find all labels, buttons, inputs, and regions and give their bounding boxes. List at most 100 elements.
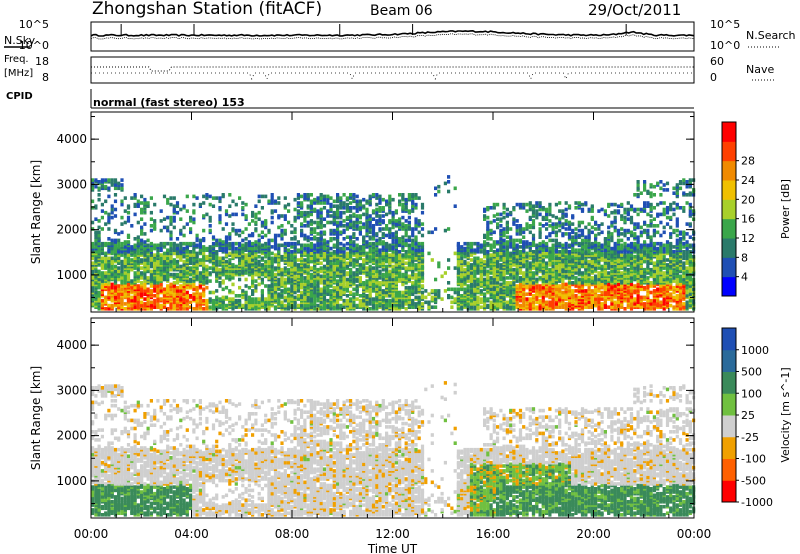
range-cell [100, 298, 104, 303]
range-cell [385, 199, 389, 204]
range-cell [528, 251, 532, 256]
range-cell [558, 305, 562, 309]
range-cell [257, 282, 261, 287]
range-cell [515, 302, 519, 306]
range-cell [466, 284, 470, 288]
range-cell [238, 250, 242, 254]
range-cell [215, 250, 219, 254]
range-cell [332, 258, 336, 262]
range-cell [296, 196, 300, 200]
range-cell [558, 302, 562, 306]
range-cell [362, 212, 366, 217]
range-cell [218, 267, 222, 272]
range-cell [306, 271, 310, 275]
range-cell [189, 300, 193, 305]
range-cell [375, 287, 379, 292]
range-cell [483, 297, 487, 301]
range-cell [260, 277, 264, 282]
range-cell [159, 303, 163, 308]
range-cell [94, 241, 98, 246]
range-cell [378, 214, 382, 218]
range-cell [545, 305, 549, 309]
range-cell [260, 281, 264, 285]
range-cell [355, 204, 359, 208]
range-cell [303, 224, 307, 228]
range-cell [215, 267, 219, 272]
range-cell [264, 305, 268, 309]
range-cell [107, 303, 111, 308]
range-cell [172, 246, 176, 251]
range-cell [371, 297, 376, 301]
range-cell [561, 295, 565, 300]
range-cell [414, 196, 418, 200]
range-cell [126, 256, 131, 261]
range-cell [120, 183, 124, 187]
range-cell [548, 281, 552, 285]
range-cell [244, 256, 248, 261]
range-cell [120, 178, 124, 182]
range-cell [378, 194, 382, 199]
range-cell [251, 284, 255, 288]
range-cell [192, 217, 196, 221]
range-cell [342, 193, 346, 197]
range-cell [247, 251, 251, 256]
range-cell [414, 202, 418, 207]
range-cell [342, 206, 346, 210]
range-cell [136, 202, 140, 207]
range-cell [91, 276, 95, 280]
range-cell [172, 281, 176, 285]
range-cell [195, 266, 199, 270]
range-cell [352, 261, 356, 265]
range-cell [172, 300, 176, 305]
range-cell [149, 261, 153, 265]
range-cell [309, 279, 313, 283]
range-cell [270, 196, 274, 200]
range-cell [296, 201, 300, 205]
range-cell [283, 204, 287, 208]
range-cell [515, 232, 519, 236]
range-cell [368, 287, 372, 292]
range-cell [326, 277, 330, 282]
range-cell [496, 256, 500, 261]
range-cell [257, 300, 261, 305]
range-cell [273, 282, 278, 287]
range-cell [453, 251, 457, 256]
range-cell [329, 207, 333, 212]
range-cell [499, 282, 503, 287]
range-cell [407, 215, 411, 220]
range-cell [182, 204, 186, 208]
range-cell [538, 222, 542, 226]
range-cell [528, 224, 532, 228]
range-cell [218, 276, 222, 280]
range-cell [273, 256, 278, 261]
range-cell [362, 197, 366, 202]
range-cell [166, 284, 170, 288]
range-cell [336, 245, 340, 249]
range-cell [208, 219, 212, 223]
range-cell [231, 222, 235, 226]
range-cell [195, 259, 199, 264]
range-cell [352, 287, 356, 292]
range-cell [535, 285, 539, 290]
range-cell [149, 258, 153, 262]
range-cell [172, 258, 176, 262]
range-cell [241, 295, 245, 300]
range-cell [355, 277, 359, 282]
range-cell [496, 261, 500, 265]
range-cell [447, 175, 451, 179]
range-cell [303, 279, 307, 283]
range-cell [97, 225, 101, 230]
range-cell [561, 258, 565, 262]
range-cell [192, 307, 196, 311]
range-cell [140, 271, 144, 275]
range-cell [332, 228, 336, 233]
range-cell [319, 261, 323, 265]
range-cell [202, 263, 206, 267]
range-cell [175, 201, 180, 205]
range-cell [172, 207, 176, 212]
range-cell [267, 261, 271, 265]
range-cell [486, 241, 490, 246]
range-cell [303, 219, 307, 223]
range-cell [189, 230, 193, 235]
